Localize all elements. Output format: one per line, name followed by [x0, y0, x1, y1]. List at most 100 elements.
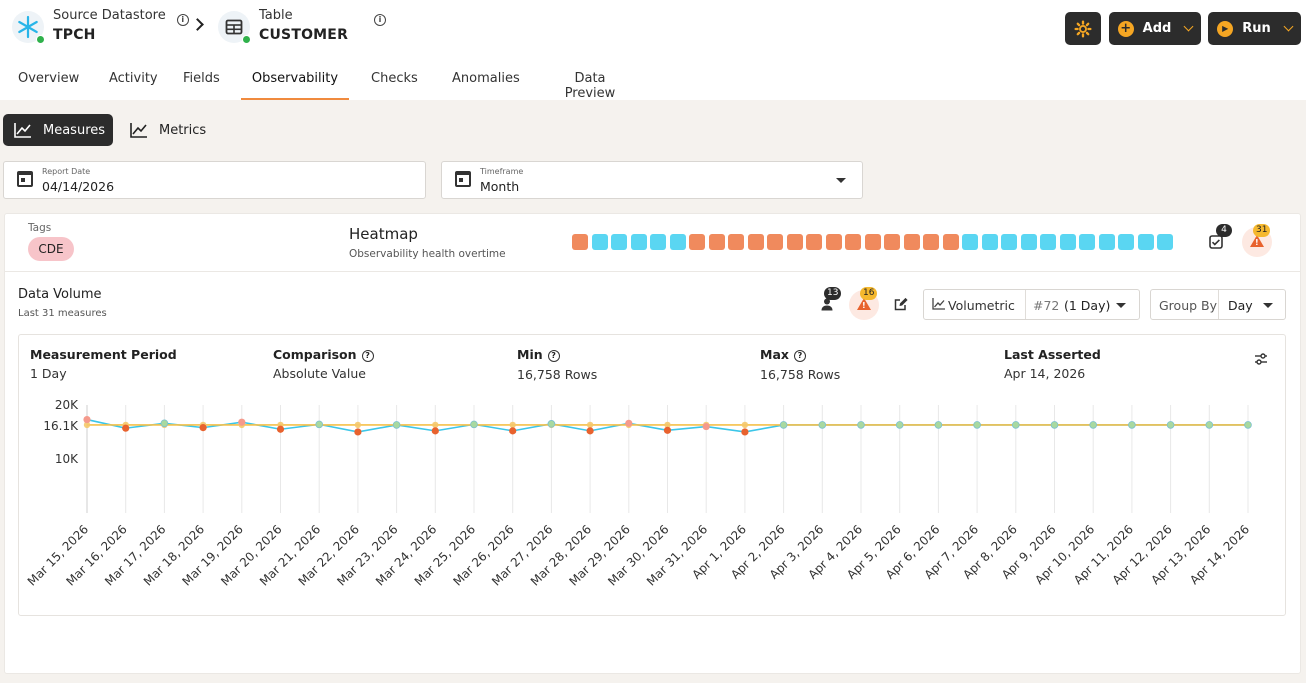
plus-icon: + [1117, 20, 1134, 37]
tab-anomalies[interactable]: Anomalies [452, 71, 520, 86]
run-button[interactable]: ▶ Run [1208, 12, 1301, 45]
checks-count-badge: 4 [1216, 224, 1232, 237]
play-icon: ▶ [1217, 20, 1234, 37]
report-date-field[interactable]: Report Date 04/14/2026 [3, 161, 426, 199]
anomaly-point [586, 427, 594, 435]
heatmap-cell[interactable] [767, 234, 783, 250]
sliders-icon[interactable] [1254, 352, 1268, 366]
threshold-point [509, 421, 516, 429]
tab-overview[interactable]: Overview [18, 71, 80, 86]
data-point [392, 421, 401, 429]
caret-down-icon [1116, 303, 1126, 308]
data-point [818, 421, 827, 429]
heatmap-cell[interactable] [942, 234, 959, 250]
source-datastore-name[interactable]: TPCH [53, 27, 96, 43]
data-point [1205, 421, 1214, 429]
metrics-label: Metrics [159, 122, 207, 138]
checks-icon[interactable] [1209, 235, 1223, 249]
tab-data-preview[interactable]: Data Preview [564, 71, 616, 101]
heatmap-cell[interactable] [669, 234, 686, 250]
heatmap-cell[interactable] [845, 234, 861, 250]
check-id: #72 [1033, 298, 1060, 313]
source-datastore-label: Source Datastore [53, 8, 166, 23]
settings-button[interactable] [1065, 12, 1101, 45]
heatmap-cell[interactable] [786, 234, 803, 250]
y-tick-label: 10K [55, 452, 79, 466]
table-breadcrumb[interactable]: Table CUSTOMER i [218, 8, 386, 46]
heatmap-cell[interactable] [1020, 234, 1037, 250]
data-point [857, 421, 865, 429]
heatmap-cell[interactable] [1040, 234, 1056, 250]
heatmap-cell[interactable] [728, 234, 744, 250]
anomaly-point [238, 418, 246, 426]
heatmap-cell[interactable] [1098, 234, 1115, 250]
metrics-toggle[interactable]: Metrics [119, 114, 219, 146]
report-date-value[interactable]: 04/14/2026 [42, 179, 115, 194]
heatmap-cell[interactable] [689, 234, 705, 250]
help-icon[interactable]: ? [361, 349, 374, 362]
heatmap-cell[interactable] [591, 234, 608, 250]
heatmap-cell[interactable] [611, 234, 627, 250]
data-point [1244, 421, 1252, 429]
heatmap-cell[interactable] [884, 234, 900, 250]
comparison-label-text: Comparison [273, 347, 357, 362]
user-icon[interactable] [820, 297, 834, 311]
line-chart-icon [932, 298, 945, 310]
min-label-text: Min [517, 347, 543, 362]
heatmap-cell[interactable] [630, 234, 647, 250]
heatmap-cell[interactable] [708, 234, 725, 250]
heatmap-cell[interactable] [903, 234, 920, 250]
top-header: Source Datastore TPCH i Table CUSTOMER i [0, 0, 1306, 101]
table-icon [218, 11, 251, 44]
heatmap-cell[interactable] [1059, 234, 1076, 250]
heatmap-cell[interactable] [1118, 234, 1134, 250]
heatmap-cell[interactable] [825, 234, 842, 250]
y-tick-label: 16.1K [43, 419, 79, 433]
heatmap-cell[interactable] [747, 234, 764, 250]
group-by-select[interactable]: Group By Day [1150, 289, 1286, 320]
warning-icon: ! [1250, 235, 1264, 247]
heatmap-cell[interactable] [1157, 234, 1173, 250]
separator [1025, 290, 1026, 319]
heatmap-cell[interactable] [1001, 234, 1017, 250]
heatmap-cell[interactable] [962, 234, 978, 250]
anomaly-point [199, 424, 207, 432]
max-label-text: Max [760, 347, 789, 362]
heatmap-title: Heatmap [349, 225, 418, 243]
warning-icon: ! [857, 298, 871, 310]
heatmap-cell[interactable] [1137, 234, 1154, 250]
data-point [470, 420, 478, 429]
tab-checks[interactable]: Checks [371, 71, 418, 86]
status-dot [36, 35, 45, 44]
heatmap-cell[interactable] [923, 234, 939, 250]
source-datastore-breadcrumb[interactable]: Source Datastore TPCH i [12, 8, 189, 46]
comparison-value: Absolute Value [273, 366, 366, 381]
heatmap-cell[interactable] [572, 234, 588, 250]
heatmap-cell[interactable] [1079, 234, 1095, 250]
tab-observability[interactable]: Observability [241, 62, 349, 100]
timeframe-select[interactable]: Timeframe Month [441, 161, 863, 199]
min-value: 16,758 Rows [517, 367, 598, 382]
heatmap-cell[interactable] [981, 234, 998, 250]
edit-icon[interactable] [894, 297, 908, 311]
info-icon[interactable]: i [374, 14, 386, 26]
tag-cde[interactable]: CDE [28, 237, 74, 261]
heatmap-cell[interactable] [806, 234, 822, 250]
info-icon[interactable]: i [176, 14, 189, 26]
table-name[interactable]: CUSTOMER [259, 27, 349, 43]
table-label: Table [259, 8, 293, 23]
anomaly-point [741, 428, 749, 436]
tab-fields[interactable]: Fields [183, 71, 220, 86]
add-button[interactable]: + Add [1109, 12, 1201, 45]
threshold-point [432, 421, 439, 429]
data-volume-title: Data Volume [18, 287, 102, 302]
heatmap-cell[interactable] [864, 234, 881, 250]
check-selector[interactable]: Volumetric #72 (1 Day) [923, 289, 1140, 320]
tab-activity[interactable]: Activity [109, 71, 158, 86]
measures-toggle[interactable]: Measures [3, 114, 113, 146]
help-icon[interactable]: ? [793, 349, 806, 362]
data-point [1050, 421, 1059, 429]
heatmap-cell[interactable] [650, 234, 666, 250]
help-icon[interactable]: ? [547, 349, 560, 362]
timeframe-value: Month [480, 179, 520, 194]
